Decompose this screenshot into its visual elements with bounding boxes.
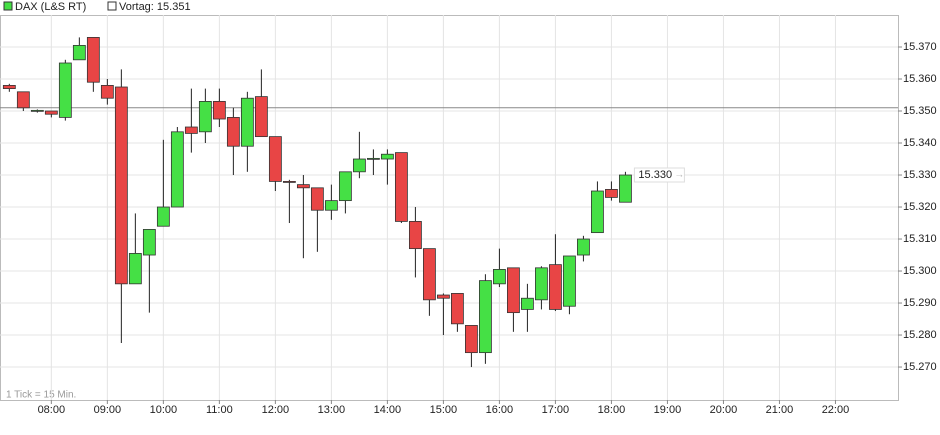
x-tick-label: 11:00	[206, 404, 233, 416]
candle-body	[535, 267, 548, 301]
x-tick-label: 19:00	[654, 404, 682, 416]
x-tick-label: 09:00	[94, 404, 122, 416]
candle-body	[324, 200, 338, 211]
candle-body	[563, 255, 576, 307]
candle-body	[16, 91, 30, 109]
candle-body	[436, 294, 450, 299]
last-price-arrow: →	[674, 170, 684, 181]
candle-body	[479, 280, 492, 354]
legend-swatch	[107, 1, 117, 11]
candle-body	[184, 126, 198, 134]
last-price-box	[633, 167, 685, 183]
y-tick-label: 15.310	[903, 233, 937, 245]
note: 1 Tick = 15 Min.	[6, 390, 76, 401]
candle-body	[605, 189, 618, 198]
candle-body	[128, 253, 142, 285]
candle-body	[296, 184, 310, 189]
candle-body	[100, 85, 114, 99]
y-tick-label: 15.290	[903, 297, 937, 309]
x-tick-label: 20:00	[710, 404, 738, 416]
candle-body	[156, 206, 170, 227]
x-tick-label: 22:00	[822, 404, 850, 416]
x-tick-label: 13:00	[318, 404, 346, 416]
last-price-label: 15.330	[638, 169, 672, 181]
candle-body	[30, 109, 44, 112]
x-tick-label: 21:00	[766, 404, 794, 416]
candle-body	[282, 181, 296, 183]
x-tick-label: 10:00	[150, 404, 178, 416]
y-tick-label: 15.330	[903, 169, 937, 181]
y-tick-label: 15.370	[903, 41, 937, 53]
y-tick-label: 15.360	[903, 73, 937, 85]
y-tick-label: 15.350	[903, 105, 937, 117]
plot-frame	[0, 15, 899, 401]
x-tick-label: 16:00	[486, 404, 514, 416]
candle-body	[577, 238, 590, 256]
x-tick-label: 14:00	[374, 404, 402, 416]
candle-body	[58, 62, 72, 118]
candle-body	[493, 269, 506, 285]
legend-swatch	[3, 1, 13, 11]
y-tick-label: 15.270	[903, 361, 937, 373]
candle-body	[422, 248, 436, 301]
candle-body	[352, 158, 366, 173]
y-tick-label: 15.320	[903, 201, 937, 213]
candle-body	[2, 85, 16, 90]
candle-body	[465, 325, 478, 354]
candle-body	[44, 110, 58, 115]
candle-body	[226, 117, 240, 147]
candle-body	[394, 152, 408, 222]
candle-body	[170, 131, 184, 208]
x-tick-label: 08:00	[38, 404, 66, 416]
y-tick-label: 15.280	[903, 329, 937, 341]
x-tick-label: 12:00	[262, 404, 290, 416]
legend-label: Vortag: 15.351	[119, 1, 191, 13]
candle-body	[338, 171, 352, 202]
candle-body	[310, 187, 324, 211]
candle-body	[380, 153, 394, 160]
candle-body	[507, 267, 520, 314]
candle-body	[86, 37, 100, 83]
candle-body	[591, 190, 604, 234]
candle-body	[142, 229, 156, 256]
y-tick-label: 15.300	[903, 265, 937, 277]
candle-body	[521, 297, 534, 310]
x-tick-label: 17:00	[542, 404, 570, 416]
x-tick-label: 18:00	[598, 404, 626, 416]
legend-label: DAX (L&S RT)	[15, 1, 86, 13]
candle-body	[212, 101, 226, 120]
y-tick-label: 15.340	[903, 137, 937, 149]
candle-body	[72, 45, 86, 61]
candle-body	[114, 86, 128, 285]
candle-body	[198, 101, 212, 133]
candle-body	[366, 157, 380, 160]
candle-body	[268, 136, 282, 182]
candle-body	[619, 174, 632, 203]
candle-body	[240, 97, 254, 147]
x-tick-label: 15:00	[430, 404, 458, 416]
candle-body	[408, 221, 422, 250]
candle-body	[451, 293, 464, 325]
candle-body	[549, 264, 562, 310]
candle-body	[254, 96, 268, 138]
